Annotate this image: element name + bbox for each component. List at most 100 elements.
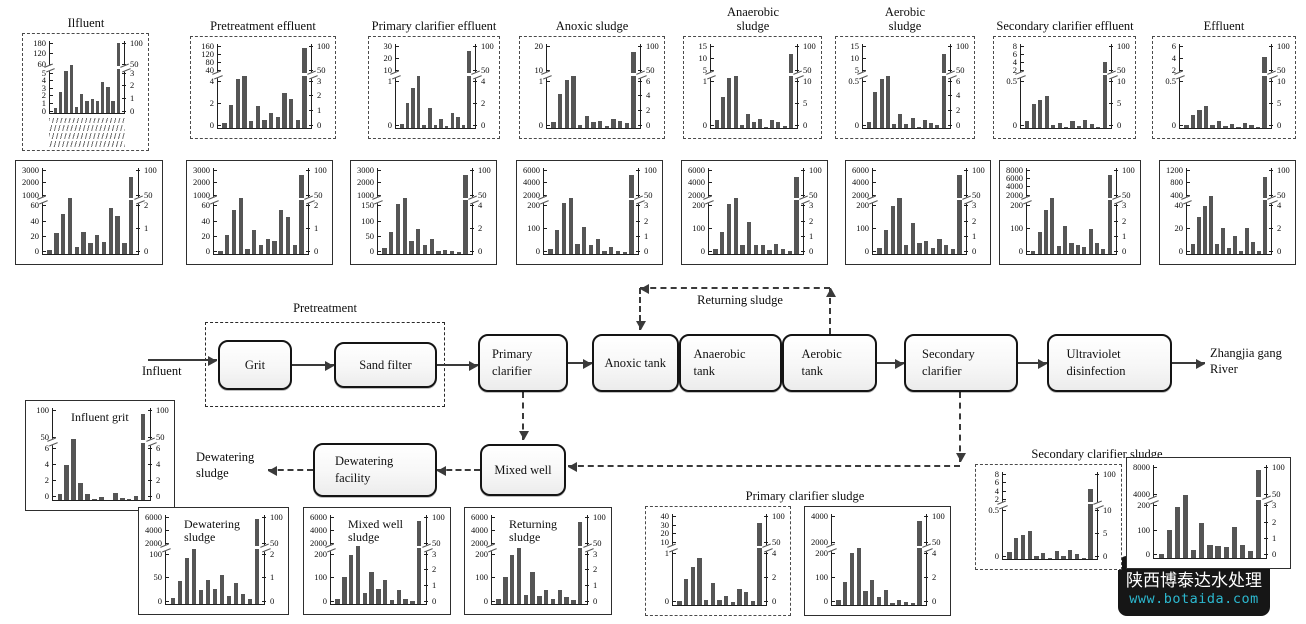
axis-tick	[1020, 45, 1024, 47]
bar-axis-break-mark	[301, 73, 308, 76]
bar	[867, 122, 872, 128]
axis-tick-label: 40	[205, 65, 215, 76]
axis-tick	[1002, 490, 1006, 492]
bar	[530, 571, 535, 604]
axis-tick-label: 4000	[1133, 488, 1150, 499]
chart-panel-t4: 20 10 1 0 100 50 6 4 2 0	[519, 36, 665, 139]
bar	[400, 123, 404, 128]
axis-tick	[924, 542, 928, 544]
bar	[444, 126, 449, 128]
bar	[436, 251, 441, 254]
axis-tick	[1026, 228, 1030, 230]
axis-tick	[424, 600, 428, 602]
axis-tick	[122, 85, 126, 87]
axis-tick	[831, 577, 835, 579]
axis-tick-label: 100	[527, 223, 540, 234]
axis-tick-label: 3	[432, 548, 437, 559]
bar	[1191, 243, 1195, 254]
axis-tick	[708, 250, 712, 252]
axis-tick-label: 0	[646, 119, 651, 130]
axis-tick	[217, 53, 221, 55]
axis-tick	[862, 45, 866, 47]
bar	[78, 482, 83, 500]
axis-tick-label: 120	[33, 48, 46, 58]
bar	[910, 117, 915, 128]
bar	[883, 589, 888, 605]
axis-tick	[1269, 80, 1273, 82]
axis-tick-label: 2	[1122, 215, 1127, 226]
bar	[99, 497, 104, 500]
axis-tick-label: 0	[644, 245, 649, 256]
axis-tick-label: 6000	[310, 511, 327, 522]
axis-tick-label: 1	[664, 548, 669, 559]
axis-tick	[1179, 57, 1183, 59]
bar	[917, 242, 922, 254]
axis-tick	[585, 600, 589, 602]
axis-tick-label: 100	[478, 164, 491, 175]
bar	[85, 494, 90, 500]
axis-tick	[309, 124, 313, 126]
plot-area	[377, 168, 473, 255]
axis-tick-label: 8000	[1006, 164, 1023, 175]
axis-tick-label: 100	[809, 164, 822, 175]
axis-tick-label: 200	[815, 548, 828, 559]
bar	[428, 107, 432, 128]
chart-title: Primary clarifier effluent	[371, 19, 497, 33]
axis-tick-label: 20	[660, 528, 670, 539]
axis-tick-label: 100	[481, 40, 494, 51]
axis-tick	[473, 70, 477, 72]
bar	[935, 125, 940, 128]
axis-tick-label: 100	[361, 215, 374, 226]
bar	[597, 121, 603, 128]
bar	[1014, 538, 1019, 559]
bar	[1063, 225, 1068, 254]
axis-tick-label: 200	[692, 200, 705, 211]
axis-tick-label: 0	[1171, 119, 1176, 130]
arrowhead-right	[469, 361, 478, 371]
arrowhead-left	[640, 284, 649, 294]
plot-area	[1002, 472, 1098, 560]
axis-tick-label: 50	[956, 65, 965, 76]
axis-tick-label: 2	[1012, 65, 1017, 76]
bar	[355, 546, 361, 604]
axis-tick	[330, 600, 334, 602]
axis-tick	[948, 80, 952, 82]
bar-series	[547, 44, 640, 128]
axis-tick	[395, 57, 399, 59]
plot-area	[42, 168, 139, 255]
axis-tick-label: 0	[1277, 119, 1282, 130]
axis-tick	[585, 569, 589, 571]
axis-tick-label: 50	[478, 189, 487, 200]
axis-tick	[1026, 194, 1030, 196]
bar	[577, 522, 584, 604]
axis-tick	[546, 70, 550, 72]
axis-tick	[862, 124, 866, 126]
axis-tick-label: 4000	[852, 177, 869, 188]
axis-tick-label: 20	[201, 230, 211, 241]
chart-panel-pcsa: 40 30 20 10 1 0 100 50 4 2 0	[645, 506, 791, 616]
bar-axis-break-mark	[139, 440, 147, 443]
bar	[81, 231, 86, 254]
axis-tick-label: 2	[956, 105, 961, 116]
axis-tick-label: 30	[383, 40, 393, 51]
bar-series	[53, 408, 150, 500]
river-label: Zhangjia gang River	[1210, 346, 1282, 376]
bar	[551, 122, 556, 128]
chart-title: Influent grit	[71, 410, 129, 424]
axis-tick	[710, 124, 714, 126]
plot-area	[1153, 465, 1267, 559]
axis-tick	[1153, 529, 1157, 531]
axis-tick	[470, 228, 474, 230]
bar	[903, 602, 909, 605]
axis-tick-label: 2	[317, 90, 322, 101]
bar-series	[50, 41, 124, 113]
axis-tick	[122, 110, 126, 112]
axis-tick-label: 3000	[357, 164, 374, 175]
axis-tick-label: 20	[1174, 223, 1184, 234]
flow-arrow	[148, 359, 217, 361]
bar	[57, 493, 62, 500]
axis-tick-label: 10	[534, 65, 544, 76]
axis-tick	[1269, 102, 1273, 104]
flow-box-label: Grit	[244, 357, 266, 372]
plot-area	[862, 44, 951, 129]
